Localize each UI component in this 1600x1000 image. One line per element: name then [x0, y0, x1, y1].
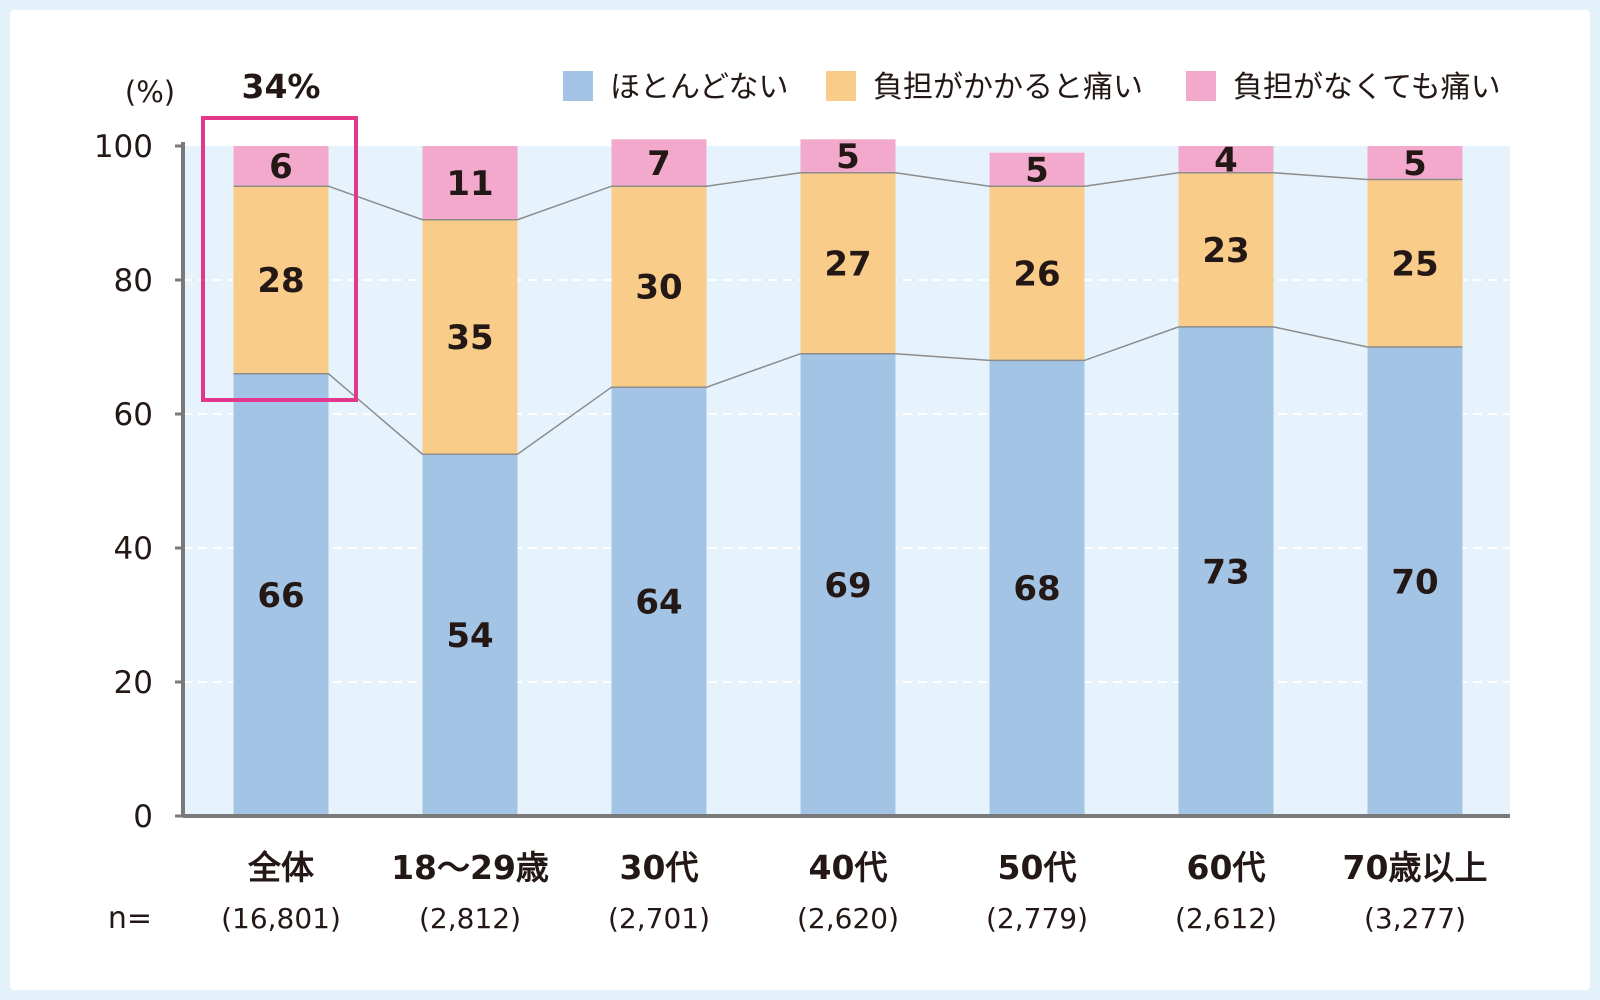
n-prefix-label: n= [108, 901, 152, 936]
y-tick-label: 0 [133, 799, 153, 835]
legend-label: 負担がかかると痛い [873, 70, 1143, 105]
legend: ほとんどない 負担がかかると痛い 負担がなくても痛い [563, 70, 1501, 105]
x-labels: 全体 (16,801) 18〜29歳 (2,812) 30代 (2,701) 40代 (2,6… [221, 848, 1487, 935]
x-category-label: 60代 [1187, 848, 1266, 887]
legend-label: ほとんどない [610, 70, 789, 105]
bar-segment [989, 360, 1085, 816]
bar-segment [1178, 326, 1274, 816]
y-ticks: 0 20 40 60 80 100 [94, 129, 183, 835]
legend-label: 負担がなくても痛い [1233, 70, 1501, 105]
bar-segment [1367, 179, 1463, 347]
bar-segment [800, 353, 896, 816]
y-tick-label: 20 [114, 665, 153, 701]
axes [181, 142, 1510, 818]
bar-segment [800, 139, 896, 173]
bar-segment [422, 146, 518, 220]
data-label: 54 [446, 616, 493, 656]
data-label: 25 [1391, 244, 1438, 284]
bar-segment [611, 139, 707, 187]
legend-swatch [826, 71, 856, 101]
data-label: 7 [647, 144, 671, 184]
bar-segment [989, 152, 1085, 187]
n-count-label: (2,620) [797, 902, 899, 935]
highlight-box [201, 116, 358, 402]
n-count-label: (2,812) [419, 902, 521, 935]
highlight-label: 34% [242, 67, 321, 106]
x-category-label: 30代 [620, 848, 699, 887]
y-tick-label: 40 [114, 531, 153, 567]
y-tick-label: 80 [114, 263, 153, 299]
data-label: 27 [824, 244, 871, 284]
data-label: 64 [635, 583, 682, 623]
data-label: 30 [635, 268, 682, 308]
y-unit-label: (%) [125, 75, 175, 109]
x-category-label: 全体 [247, 848, 314, 887]
y-tick-label: 60 [114, 397, 153, 433]
x-category-label: 70歳以上 [1343, 848, 1488, 887]
data-label: 5 [836, 137, 860, 177]
data-label: 66 [257, 576, 304, 616]
n-count-label: (2,612) [1175, 902, 1277, 935]
n-count-label: (2,779) [986, 902, 1088, 935]
x-category-label: 18〜29歳 [391, 848, 549, 887]
connector-line [233, 172, 1463, 221]
data-label: 5 [1025, 150, 1049, 190]
bar-segment [611, 387, 707, 816]
connector-lines [233, 172, 1463, 455]
data-label: 4 [1214, 140, 1238, 180]
highlight: 34% [201, 67, 358, 402]
bar-segment [1178, 172, 1274, 327]
legend-swatch [563, 71, 593, 101]
n-count-label: (2,701) [608, 902, 710, 935]
data-label: 11 [446, 164, 493, 204]
bar-segment [233, 373, 329, 816]
data-label: 28 [257, 261, 304, 301]
bar-segment [422, 219, 518, 455]
y-tick-label: 100 [94, 129, 153, 165]
data-label: 70 [1391, 563, 1438, 603]
bar-segment [233, 186, 329, 374]
data-label: 26 [1013, 254, 1060, 294]
data-label: 23 [1202, 231, 1249, 271]
n-count-label: (16,801) [221, 902, 341, 935]
bar-segment [1367, 146, 1463, 180]
x-category-label: 50代 [998, 848, 1077, 887]
bar-segment [422, 454, 518, 816]
connector-line [233, 326, 1463, 455]
data-label: 6 [269, 147, 293, 187]
bar-segment [1178, 146, 1274, 173]
data-label: 35 [446, 318, 493, 358]
legend-swatch [1186, 71, 1216, 101]
n-count-label: (3,277) [1364, 902, 1466, 935]
bar-segment [233, 146, 329, 187]
bar-segment [611, 186, 707, 388]
data-label: 68 [1013, 569, 1060, 609]
bar-segment [989, 186, 1085, 361]
data-label: 69 [824, 566, 871, 606]
bar-segment [1367, 347, 1463, 816]
bars: 66 28 6 54 35 11 64 30 7 69 27 5 68 26 5 73 23 4 70 25 5 [233, 137, 1463, 816]
bar-segment [800, 172, 896, 354]
data-label: 73 [1202, 552, 1249, 592]
x-category-label: 40代 [809, 848, 888, 887]
data-label: 5 [1403, 144, 1427, 184]
